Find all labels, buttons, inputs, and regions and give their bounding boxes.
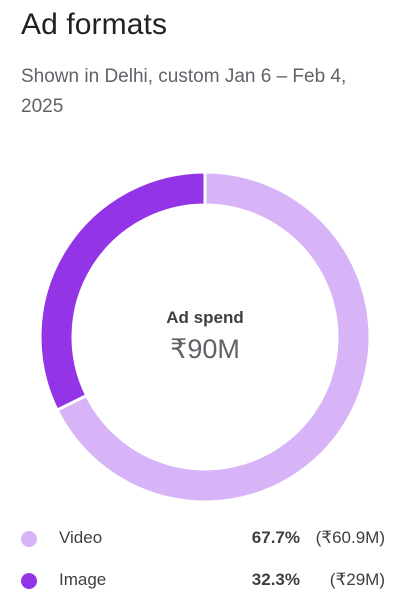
legend-percent-video: 67.7% [251,528,300,547]
legend-amount-image: (₹29M) [329,570,385,589]
legend-swatch-image [21,573,37,589]
donut-chart-svg [40,172,370,502]
legend-swatch-video [21,531,37,547]
donut-slice-image[interactable] [40,172,207,412]
donut-slice-video[interactable] [55,172,370,502]
card-title: Ad formats [21,8,168,41]
legend-label-video: Video [59,528,103,547]
center-value: ₹90M [170,334,240,364]
legend-item-image[interactable]: Image 32.3% (₹29M) [0,562,405,602]
card-subtitle: Shown in Delhi, custom Jan 6 – Feb 4, 20… [21,66,347,117]
donut-chart: Ad spend ₹90M [40,172,370,502]
legend-item-video[interactable]: Video 67.7% (₹60.9M) [0,520,405,560]
legend-percent-image: 32.3% [251,570,300,589]
legend-amount-video: (₹60.9M) [315,528,385,547]
center-label: Ad spend [166,308,244,327]
legend-label-image: Image [59,570,107,589]
